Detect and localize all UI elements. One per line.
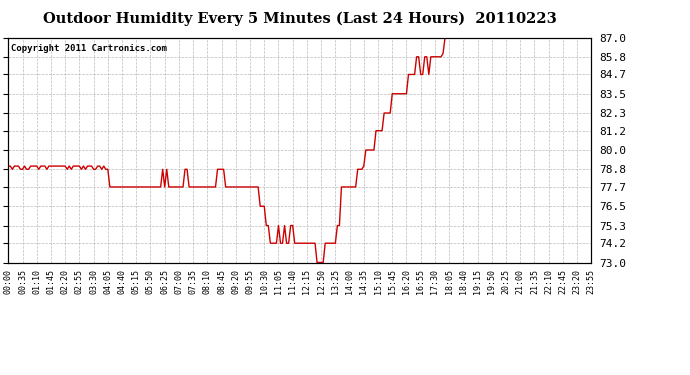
Text: Outdoor Humidity Every 5 Minutes (Last 24 Hours)  20110223: Outdoor Humidity Every 5 Minutes (Last 2…	[43, 11, 557, 26]
Text: Copyright 2011 Cartronics.com: Copyright 2011 Cartronics.com	[11, 44, 167, 53]
